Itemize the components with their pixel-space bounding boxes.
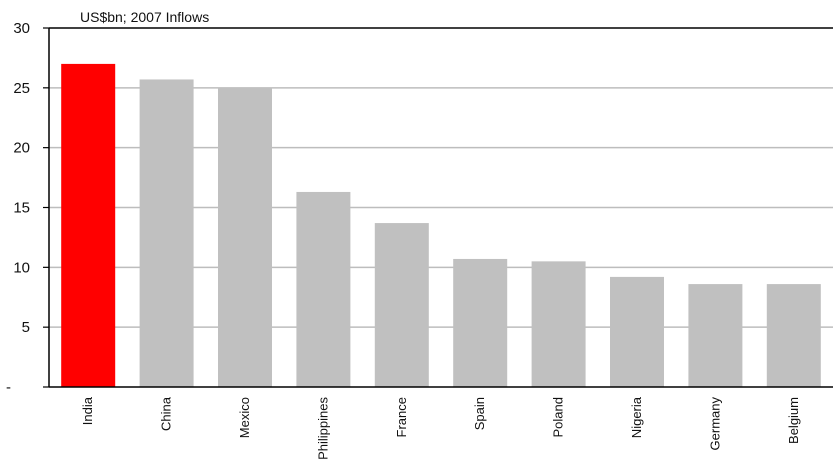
axes <box>43 27 833 388</box>
bar-nigeria <box>610 276 664 387</box>
category-label: Poland <box>551 397 566 437</box>
bar-india <box>61 63 116 388</box>
bar-belgium <box>766 284 821 387</box>
y-tick-label: 30 <box>13 20 30 37</box>
y-tick-label: - <box>6 379 11 396</box>
y-tick-label: 10 <box>13 259 30 276</box>
bar-france <box>374 223 429 387</box>
category-label: Spain <box>472 397 487 430</box>
y-tick-label: 5 <box>22 319 30 336</box>
category-label: Nigeria <box>629 396 644 438</box>
bar-china <box>139 79 194 387</box>
category-label: France <box>394 397 409 437</box>
category-label: China <box>159 396 174 431</box>
bar-mexico <box>218 87 272 387</box>
bar-spain <box>453 258 508 387</box>
category-label: India <box>80 396 95 425</box>
bars <box>61 63 821 388</box>
bar-philippines <box>296 191 351 387</box>
y-tick-label: 25 <box>13 80 30 97</box>
category-label: Belgium <box>786 397 801 444</box>
category-label: Philippines <box>315 397 330 460</box>
bar-poland <box>531 261 586 387</box>
y-tick-label: 20 <box>13 140 30 157</box>
y-tick-labels: - 5 10 15 20 25 30 <box>6 20 30 396</box>
x-category-labels: India China Mexico Philippines France Spain Po… <box>80 396 801 460</box>
unit-label: US$bn; 2007 Inflows <box>80 9 209 25</box>
category-label: Germany <box>707 397 722 451</box>
y-tick-label: 15 <box>13 200 30 217</box>
bar-germany <box>688 284 743 387</box>
category-label: Mexico <box>237 397 252 438</box>
